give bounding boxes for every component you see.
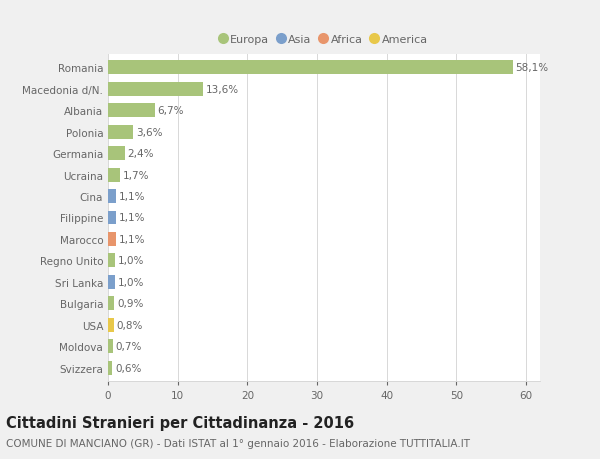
Text: 3,6%: 3,6% (136, 127, 163, 137)
Legend: Europa, Asia, Africa, America: Europa, Asia, Africa, America (217, 31, 431, 49)
Bar (108, 275, 115, 289)
Bar (108, 297, 114, 311)
Bar (108, 340, 113, 353)
Bar (108, 361, 112, 375)
Bar (108, 318, 113, 332)
Bar (108, 211, 116, 225)
Text: Cittadini Stranieri per Cittadinanza - 2016: Cittadini Stranieri per Cittadinanza - 2… (6, 415, 354, 431)
Bar (108, 254, 115, 268)
Text: 0,6%: 0,6% (115, 363, 142, 373)
Bar (108, 168, 120, 182)
Text: 2,4%: 2,4% (128, 149, 154, 159)
Bar (108, 61, 513, 75)
Text: COMUNE DI MANCIANO (GR) - Dati ISTAT al 1° gennaio 2016 - Elaborazione TUTTITALI: COMUNE DI MANCIANO (GR) - Dati ISTAT al … (6, 438, 470, 448)
Bar (108, 147, 125, 161)
Text: 1,0%: 1,0% (118, 277, 144, 287)
Text: 6,7%: 6,7% (157, 106, 184, 116)
Bar (108, 83, 203, 96)
Bar (108, 233, 116, 246)
Bar (108, 190, 116, 203)
Bar (108, 125, 133, 139)
Text: 13,6%: 13,6% (206, 84, 239, 95)
Text: 0,9%: 0,9% (117, 299, 143, 309)
Bar (108, 104, 155, 118)
Text: 1,1%: 1,1% (118, 213, 145, 223)
Text: 0,8%: 0,8% (116, 320, 143, 330)
Text: 0,7%: 0,7% (116, 341, 142, 352)
Text: 1,1%: 1,1% (118, 191, 145, 202)
Text: 1,1%: 1,1% (118, 235, 145, 245)
Text: 58,1%: 58,1% (515, 63, 549, 73)
Text: 1,0%: 1,0% (118, 256, 144, 266)
Text: 1,7%: 1,7% (122, 170, 149, 180)
